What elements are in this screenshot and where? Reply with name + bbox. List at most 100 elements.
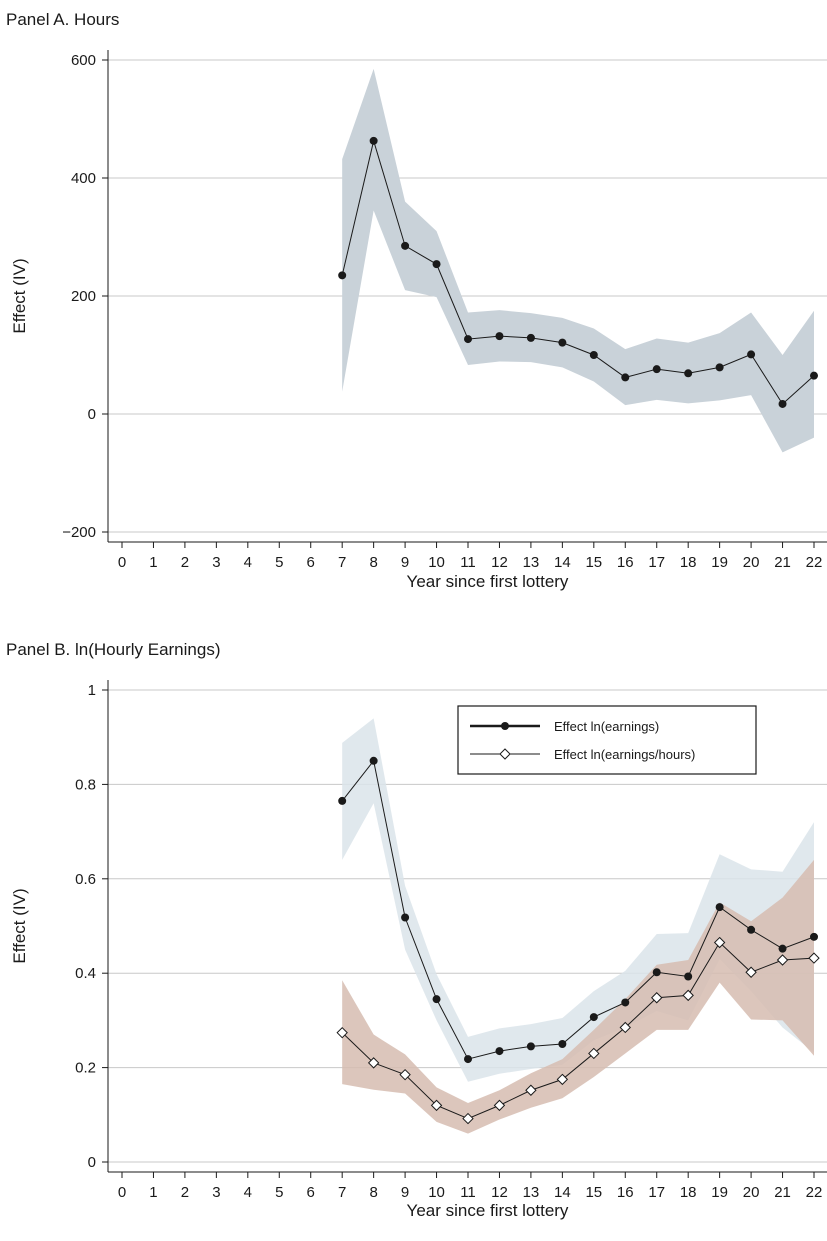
- x-axis-title: Year since first lottery: [407, 572, 569, 591]
- x-tick-label: 17: [648, 1184, 665, 1201]
- data-point: [684, 369, 693, 378]
- data-point: [464, 335, 472, 344]
- data-point: [462, 1112, 474, 1125]
- panel-a-title: Panel A. Hours: [6, 10, 120, 29]
- data-point: [367, 1057, 380, 1069]
- data-point: [432, 260, 441, 269]
- data-point: [621, 998, 630, 1007]
- y-tick-label: 0: [88, 1154, 96, 1171]
- data-point: [338, 796, 347, 805]
- data-point: [558, 338, 567, 347]
- x-tick-label: 20: [743, 554, 760, 571]
- x-tick-label: 3: [212, 1184, 220, 1201]
- x-tick-label: 13: [523, 1184, 540, 1201]
- x-tick-label: 19: [711, 554, 728, 571]
- x-tick-label: 6: [307, 554, 315, 571]
- data-point: [808, 952, 820, 964]
- panel-b: 00.20.40.60.810 1 2 3 4 5 6 7 8 9 10 11 12 13 14 15 16 17…: [10, 680, 827, 1220]
- x-tick-label: 9: [401, 1184, 409, 1201]
- x-tick-label: 20: [743, 1184, 760, 1201]
- x-tick-label: 5: [275, 554, 283, 571]
- data-point: [495, 1047, 504, 1056]
- x-tick-label: 21: [774, 554, 791, 571]
- data-point: [399, 1068, 411, 1081]
- x-tick-label: 22: [806, 554, 823, 571]
- x-tick-label: 3: [212, 554, 220, 571]
- data-point: [652, 968, 661, 977]
- y-tick-label: 0.6: [75, 871, 96, 888]
- x-tick-label: 4: [244, 554, 252, 571]
- confidence-band-0: [342, 68, 814, 453]
- data-point: [778, 399, 787, 408]
- data-point: [526, 333, 535, 342]
- data-point: [776, 954, 789, 966]
- x-tick-label: 12: [491, 1184, 508, 1201]
- data-point: [684, 972, 693, 981]
- x-tick-label: 13: [523, 554, 540, 571]
- data-point: [525, 1084, 537, 1096]
- data-point: [682, 989, 694, 1002]
- data-point: [589, 351, 598, 359]
- data-point: [745, 966, 757, 978]
- data-point: [747, 925, 756, 934]
- x-tick-label: 0: [118, 554, 126, 571]
- x-tick-label: 21: [774, 1184, 791, 1201]
- data-point: [558, 1040, 567, 1048]
- data-point: [556, 1073, 569, 1086]
- x-tick-label: 9: [401, 554, 409, 571]
- x-tick-label: 19: [711, 1184, 728, 1201]
- series-line-0: [341, 138, 815, 405]
- x-tick-label: 7: [338, 554, 346, 571]
- data-point: [401, 913, 410, 922]
- x-tick-label: 18: [680, 1184, 697, 1201]
- data-point: [747, 350, 756, 359]
- x-tick-label: 2: [181, 1184, 189, 1201]
- data-point: [715, 903, 724, 912]
- y-tick-label: 200: [71, 288, 96, 305]
- data-point: [464, 1055, 472, 1064]
- x-tick-label: 6: [307, 1184, 315, 1201]
- x-tick-label: 15: [585, 554, 602, 571]
- y-tick-label: −200: [62, 524, 96, 541]
- y-tick-label: 0.8: [75, 776, 96, 793]
- data-point: [810, 932, 818, 941]
- y-axis-title: Effect (IV): [10, 888, 29, 963]
- data-point: [369, 756, 378, 765]
- y-axis-title: Effect (IV): [10, 258, 29, 333]
- x-tick-label: 2: [181, 554, 189, 571]
- y-tick-label: 400: [71, 170, 96, 187]
- data-point: [713, 936, 726, 949]
- y-tick-label: 0.4: [75, 965, 96, 982]
- x-tick-label: 8: [369, 1184, 377, 1201]
- data-point: [619, 1021, 631, 1034]
- x-tick-label: 17: [648, 554, 665, 571]
- data-point: [493, 1099, 506, 1112]
- legend-label: Effect ln(earnings): [554, 719, 659, 734]
- y-tick-label: 600: [71, 52, 96, 69]
- legend-marker: [499, 748, 511, 760]
- data-point: [651, 992, 663, 1004]
- data-point: [369, 136, 378, 145]
- y-tick-label: 0: [88, 406, 96, 423]
- x-tick-label: 8: [369, 554, 377, 571]
- confidence-band-1: [342, 859, 814, 1134]
- data-point: [810, 371, 818, 380]
- x-tick-label: 11: [460, 554, 476, 571]
- data-point: [589, 1013, 598, 1022]
- y-tick-label: 0.2: [75, 1060, 96, 1077]
- data-point: [652, 365, 661, 374]
- x-tick-label: 1: [149, 554, 157, 571]
- data-point: [778, 944, 787, 953]
- legend: Effect ln(earnings) Effect ln(earnings/ho…: [457, 705, 757, 775]
- x-tick-label: 5: [275, 1184, 283, 1201]
- data-point: [588, 1047, 600, 1060]
- series-line-1: [341, 941, 815, 1120]
- series-line-0: [341, 759, 815, 1060]
- x-tick-label: 4: [244, 1184, 252, 1201]
- x-tick-label: 7: [338, 1184, 346, 1201]
- x-tick-label: 0: [118, 1184, 126, 1201]
- y-tick-label: 1: [88, 682, 96, 699]
- data-point: [430, 1099, 443, 1112]
